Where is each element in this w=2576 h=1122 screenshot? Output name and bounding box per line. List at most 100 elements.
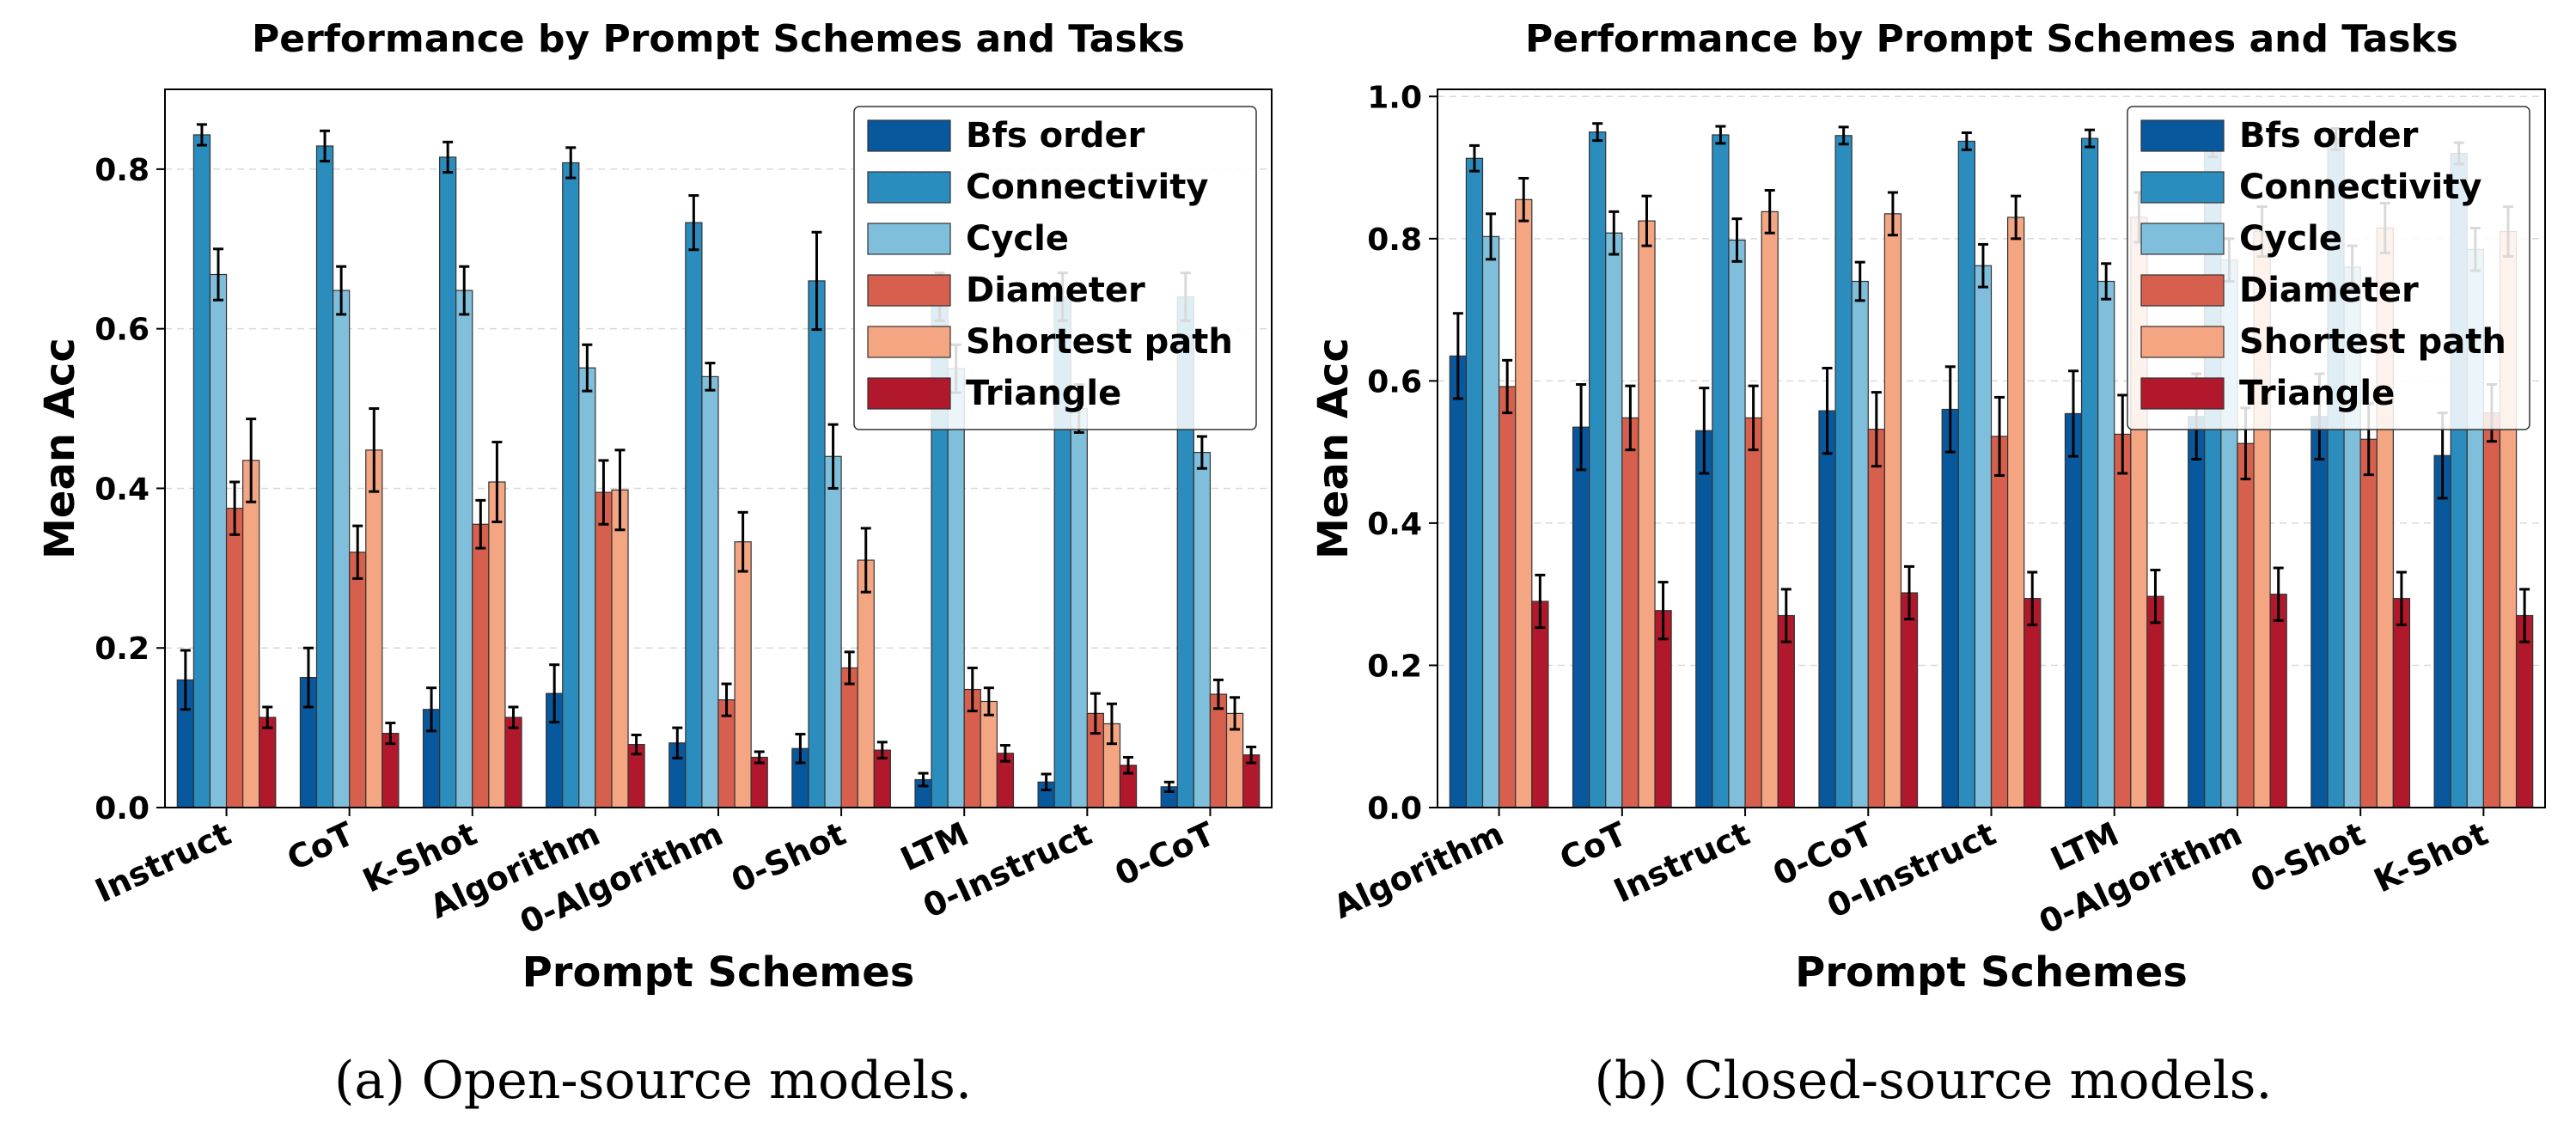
bar-cycle-0-shot <box>824 455 842 808</box>
error-bar <box>1608 210 1620 256</box>
error-bar <box>2396 570 2407 626</box>
error-bar <box>1904 564 1915 621</box>
error-bar <box>811 230 822 332</box>
bar-cycle-algorithm <box>578 367 596 808</box>
error-bar <box>1977 242 1988 289</box>
error-bar <box>385 722 396 746</box>
error-bar <box>754 750 765 765</box>
error-bar <box>672 726 683 759</box>
bar-connectivity-0-shot <box>808 280 826 808</box>
legend-label: Cycle <box>2239 219 2342 259</box>
y-tick-label: 0.0 <box>1367 791 1422 826</box>
bar-triangle-algorithm <box>1531 601 1549 808</box>
legend-swatch <box>867 171 951 204</box>
legend-swatch <box>867 119 951 152</box>
error-bar <box>491 441 503 523</box>
legend-swatch <box>867 377 951 410</box>
error-bar <box>320 129 331 163</box>
x-tick-label: CoT <box>1554 814 1633 878</box>
x-tick-label: Instruct <box>1608 814 1755 910</box>
bar-diameter-ltm <box>2114 433 2132 808</box>
error-bar <box>1576 383 1587 472</box>
x-axis-label: Prompt Schemes <box>522 948 915 997</box>
bar-connectivity-cot <box>1589 131 1607 808</box>
bar-diameter-instruct <box>1744 417 1762 808</box>
bar-connectivity-instruct <box>192 134 211 808</box>
bar-shortest-path-algorithm <box>611 489 629 808</box>
error-bar <box>1961 131 1972 151</box>
legend-label: Connectivity <box>2239 168 2481 207</box>
bar-shortest-path-ltm <box>980 700 998 808</box>
error-bar <box>352 524 363 580</box>
legend-label: Bfs order <box>2239 116 2419 155</box>
error-bar <box>196 123 207 147</box>
bar-shortest-path-cot <box>1638 220 1656 808</box>
error-bar <box>2519 588 2530 643</box>
bar-bfs-order-cot <box>1572 426 1590 808</box>
bar-triangle-0-shot <box>2392 598 2411 808</box>
bar-triangle-ltm <box>2146 595 2164 808</box>
error-bar <box>1163 780 1175 793</box>
error-bar <box>1748 384 1759 452</box>
error-bar <box>1090 692 1101 735</box>
legend-box <box>2127 106 2530 430</box>
bar-bfs-order-0-cot <box>1818 410 1836 808</box>
bar-diameter-instruct <box>225 508 244 808</box>
bar-triangle-k-shot <box>2515 614 2534 808</box>
figure-caption: (b) Closed-source models. <box>1595 1051 2273 1111</box>
x-tick-label: 0-CoT <box>1109 814 1220 893</box>
error-bar <box>2101 262 2112 301</box>
legend-box <box>853 106 1257 430</box>
legend-swatch <box>2140 377 2225 410</box>
error-bar <box>1641 194 1652 247</box>
x-tick-label: CoT <box>281 814 359 878</box>
bar-cycle-instruct <box>1728 239 1746 808</box>
figure-caption: (a) Open-source models. <box>334 1051 972 1111</box>
legend-label: Cycle <box>966 219 1069 259</box>
error-bar <box>1041 772 1052 792</box>
bar-diameter-0-cot <box>1209 693 1228 808</box>
bar-shortest-path-0-algorithm <box>734 541 752 808</box>
bar-diameter-0-shot <box>840 667 858 808</box>
bar-cycle-0-instruct <box>1974 265 1993 808</box>
bar-connectivity-0-algorithm <box>685 222 703 808</box>
error-bar <box>2011 194 2022 241</box>
legend-swatch <box>867 223 951 255</box>
bar-diameter-0-algorithm <box>2237 442 2255 808</box>
bar-connectivity-0-cot <box>1834 135 1853 808</box>
bar-shortest-path-cot <box>365 449 383 808</box>
bar-diameter-0-cot <box>1867 429 1885 808</box>
error-bar <box>967 666 978 713</box>
x-tick-label: Algorithm <box>1328 814 1509 926</box>
x-tick-label: Instruct <box>89 814 236 910</box>
bar-cycle-instruct <box>209 273 228 808</box>
error-bar <box>688 194 699 252</box>
error-bar <box>1106 702 1117 746</box>
bar-diameter-0-shot <box>2359 438 2378 808</box>
bar-connectivity-0-instruct <box>1957 140 1976 808</box>
error-bar <box>336 265 347 316</box>
legend: Bfs order Connectivity Cycle Diameter Shorte… <box>853 106 1257 430</box>
error-bar <box>705 362 716 392</box>
legend-label: Connectivity <box>966 168 1208 207</box>
bar-cycle-algorithm <box>1481 235 1500 808</box>
error-bar <box>2085 128 2096 149</box>
y-tick-label: 0.4 <box>1367 507 1422 542</box>
bar-triangle-0-instruct <box>2024 598 2042 808</box>
error-bar <box>2273 566 2284 622</box>
error-bar <box>426 686 437 733</box>
error-bar <box>1731 217 1743 263</box>
bar-bfs-order-instruct <box>1695 430 1713 808</box>
bar-connectivity-cot <box>315 145 334 808</box>
bar-shortest-path-0-shot <box>857 559 875 808</box>
y-tick-label: 0.8 <box>95 153 150 188</box>
error-bar <box>582 343 593 393</box>
y-tick-label: 0.4 <box>95 472 150 507</box>
bar-shortest-path-algorithm <box>1515 198 1533 808</box>
error-bar <box>1230 696 1241 731</box>
error-bar <box>737 510 748 573</box>
y-tick-label: 0.6 <box>1367 364 1422 399</box>
x-tick-label: LTM <box>894 814 974 878</box>
error-bar <box>1212 678 1224 710</box>
